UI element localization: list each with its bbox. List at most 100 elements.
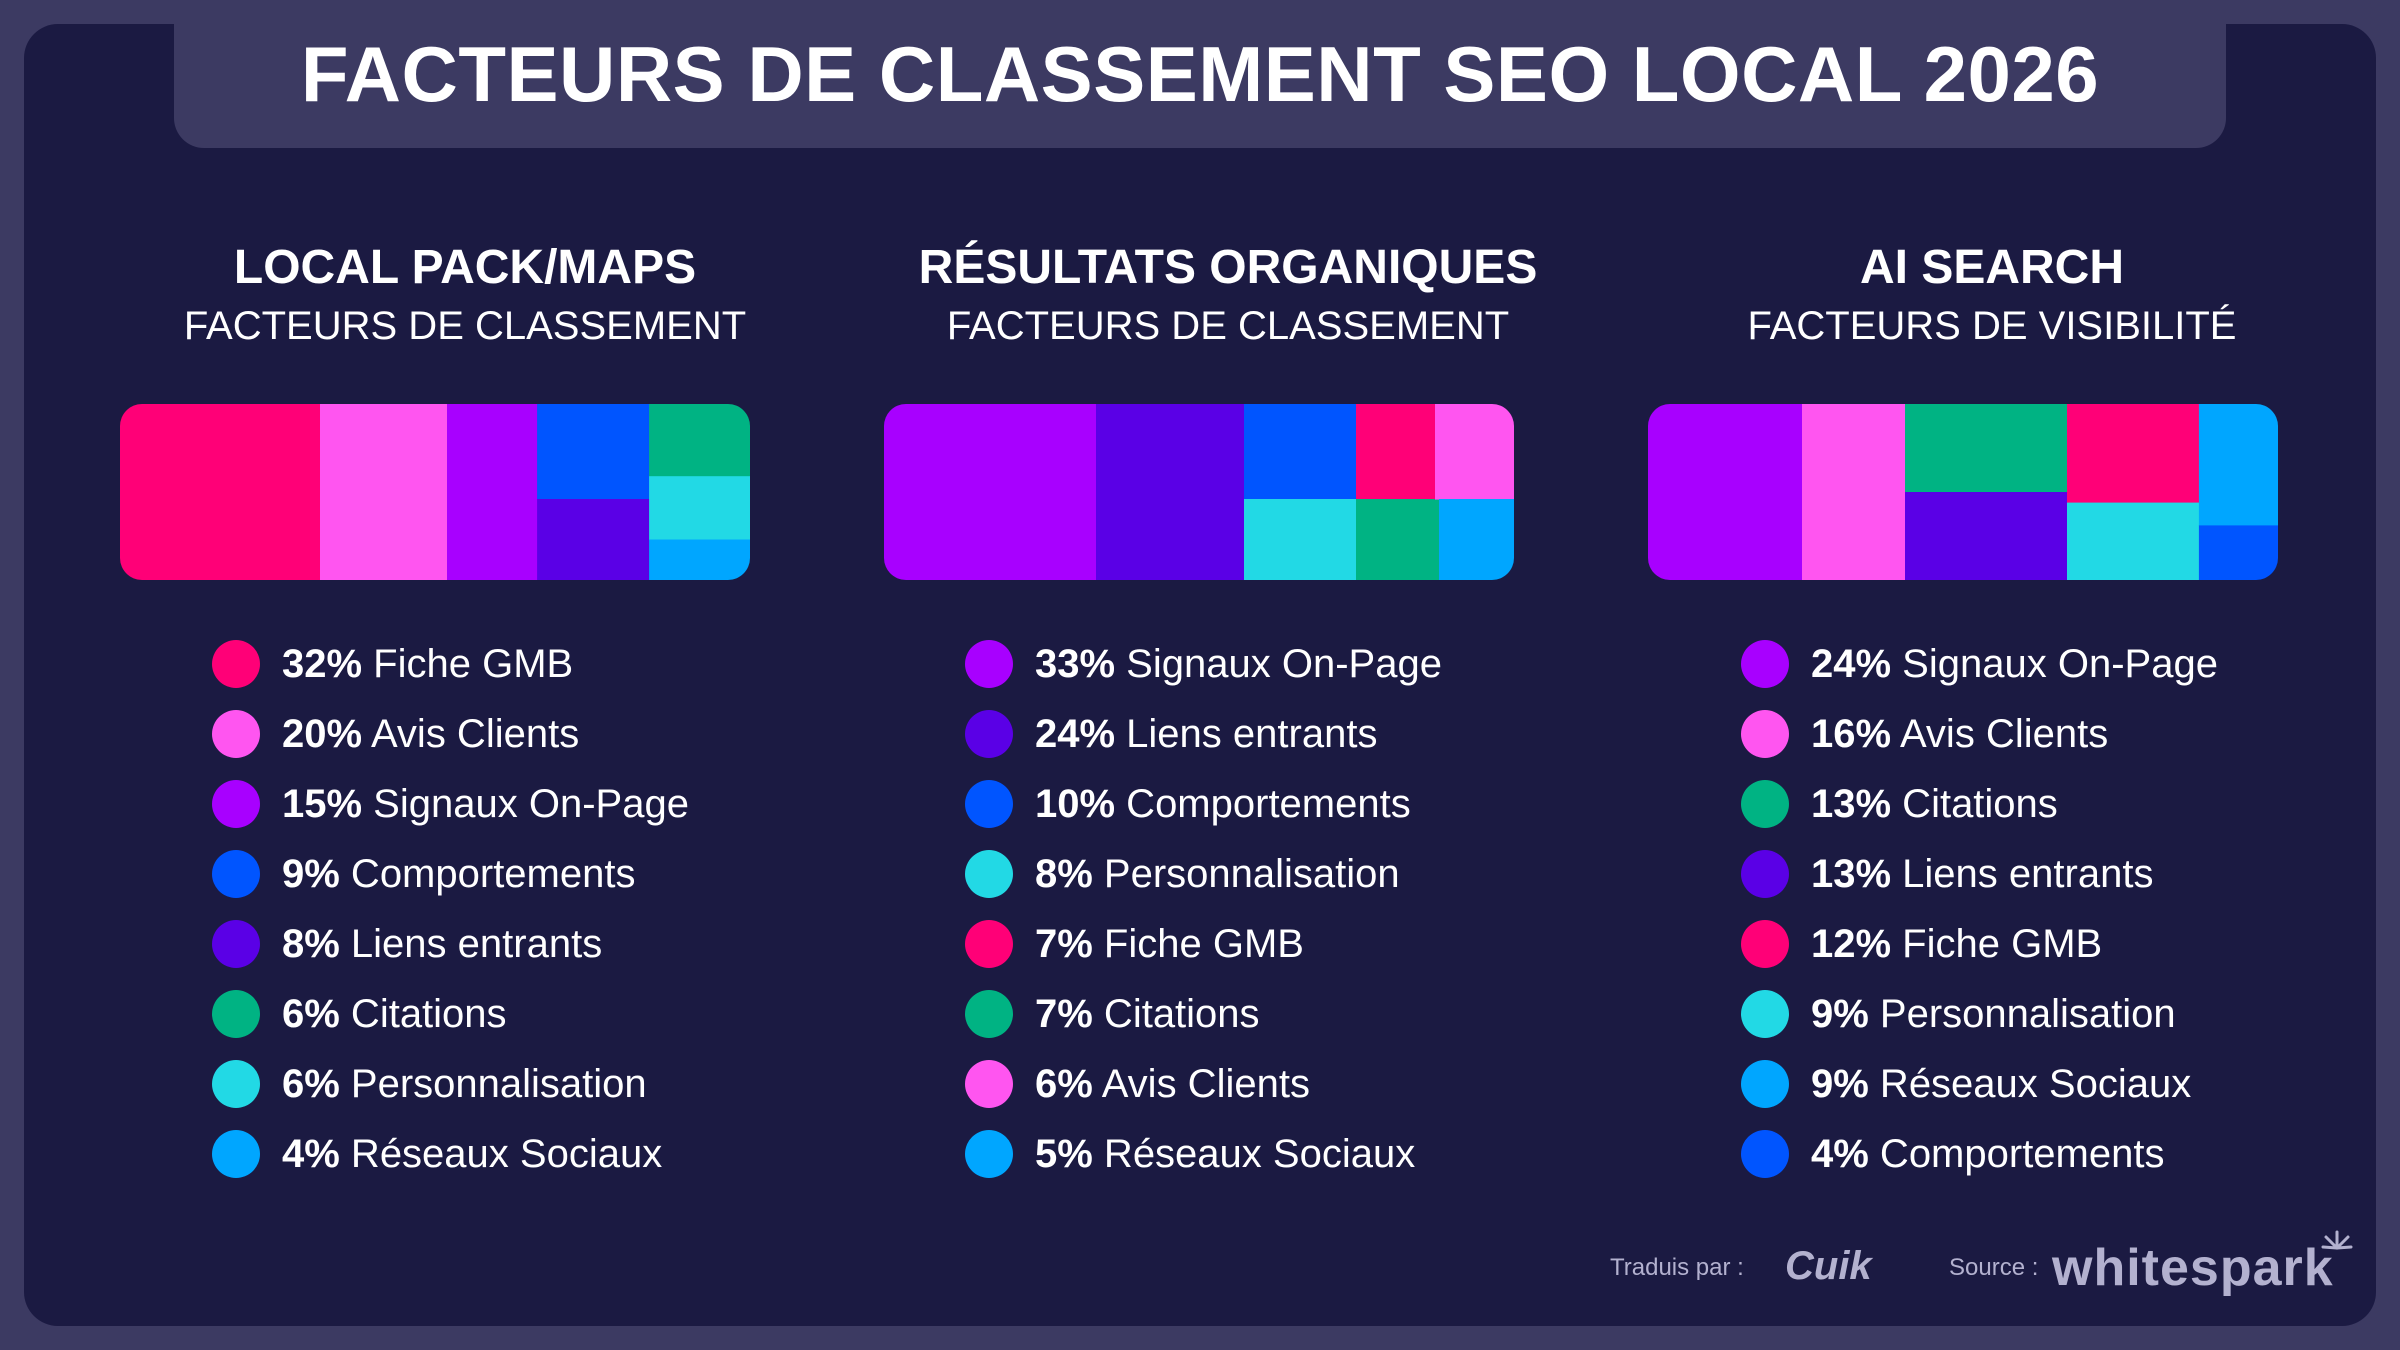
treemap-cell [537, 404, 650, 500]
legend-item: 4% Comportements [1741, 1126, 2164, 1182]
chart-header: AI SEARCH FACTEURS DE VISIBILITÉ [1622, 240, 2362, 354]
legend-text: 24% Signaux On-Page [1811, 642, 2218, 687]
treemap-cell [649, 476, 750, 541]
legend-label: Personnalisation [1868, 991, 2176, 1036]
treemap-cell [1802, 404, 1906, 580]
legend-value: 24% [1035, 711, 1116, 756]
legend-item: 9% Personnalisation [1741, 986, 2176, 1042]
legend-text: 6% Citations [282, 992, 507, 1037]
legend-text: 15% Signaux On-Page [282, 782, 689, 827]
treemap-cell [649, 539, 750, 580]
legend-value: 32% [282, 641, 363, 686]
treemap-cell [1356, 404, 1436, 500]
legend-label: Réseaux Sociaux [339, 1131, 663, 1176]
legend-swatch [212, 710, 260, 758]
legend-value: 15% [282, 781, 363, 826]
treemap-cell [1244, 499, 1357, 580]
legend-value: 8% [1035, 851, 1093, 896]
legend-label: Liens entrants [339, 921, 603, 966]
chart-header: LOCAL PACK/MAPS FACTEURS DE CLASSEMENT [95, 240, 835, 354]
legend-text: 20% Avis Clients [282, 712, 579, 757]
legend-swatch [1741, 1130, 1789, 1178]
legend-text: 8% Liens entrants [282, 922, 602, 967]
legend-label: Citations [1891, 781, 2058, 826]
legend-text: 9% Réseaux Sociaux [1811, 1062, 2191, 1107]
treemap-chart [1648, 404, 2278, 580]
treemap-chart [884, 404, 1514, 580]
legend-value: 33% [1035, 641, 1116, 686]
legend-label: Citations [1092, 991, 1260, 1036]
legend-label: Citations [339, 991, 507, 1036]
legend-swatch [1741, 640, 1789, 688]
legend-item: 6% Avis Clients [965, 1056, 1310, 1112]
legend-value: 6% [282, 1061, 340, 1106]
treemap-cell [2198, 525, 2278, 580]
chart-subtitle: FACTEURS DE VISIBILITÉ [1747, 304, 2237, 348]
legend-value: 13% [1811, 851, 1892, 896]
legend-item: 33% Signaux On-Page [965, 636, 1442, 692]
legend-swatch [212, 780, 260, 828]
legend-label: Avis Clients [362, 711, 580, 756]
legend-item: 6% Personnalisation [212, 1056, 647, 1112]
legend-item: 13% Citations [1741, 776, 2058, 832]
legend-label: Liens entrants [1115, 711, 1378, 756]
legend-swatch [965, 850, 1013, 898]
legend-value: 9% [282, 851, 340, 896]
legend-swatch [1741, 920, 1789, 968]
legend-swatch [965, 1130, 1013, 1178]
source-logo: whitespark [2052, 1239, 2334, 1297]
treemap-cell [447, 404, 538, 580]
infographic-frame [24, 24, 2376, 1326]
legend-swatch [1741, 850, 1789, 898]
legend-item: 16% Avis Clients [1741, 706, 2108, 762]
legend-swatch [212, 1060, 260, 1108]
treemap-cell [1648, 404, 1803, 580]
legend-swatch [212, 850, 260, 898]
legend-label: Fiche GMB [1891, 921, 2103, 966]
legend-text: 33% Signaux On-Page [1035, 642, 1442, 687]
legend-label: Réseaux Sociaux [1092, 1131, 1416, 1176]
treemap-cell [1905, 492, 2068, 580]
legend-value: 10% [1035, 781, 1116, 826]
legend-item: 4% Réseaux Sociaux [212, 1126, 662, 1182]
legend-label: Personnalisation [1092, 851, 1400, 896]
treemap-cell [1356, 499, 1440, 580]
title-banner: FACTEURS DE CLASSEMENT SEO LOCAL 2026 [174, 0, 2226, 148]
treemap-cell [1435, 404, 1514, 500]
legend-text: 6% Personnalisation [282, 1062, 647, 1107]
legend-item: 13% Liens entrants [1741, 846, 2153, 902]
treemap-cell [1905, 404, 2068, 493]
legend-swatch [965, 710, 1013, 758]
legend-value: 16% [1811, 711, 1892, 756]
legend-value: 4% [1811, 1131, 1869, 1176]
legend-value: 20% [282, 711, 363, 756]
treemap-cell [2067, 502, 2200, 580]
legend-label: Fiche GMB [362, 641, 574, 686]
legend-item: 10% Comportements [965, 776, 1411, 832]
legend-item: 15% Signaux On-Page [212, 776, 689, 832]
legend-text: 13% Liens entrants [1811, 852, 2153, 897]
legend-text: 5% Réseaux Sociaux [1035, 1132, 1415, 1177]
legend-swatch [212, 920, 260, 968]
translator-logo: Cuik [1785, 1244, 1872, 1288]
legend-value: 6% [1035, 1061, 1093, 1106]
legend-value: 12% [1811, 921, 1892, 966]
legend-item: 7% Fiche GMB [965, 916, 1304, 972]
treemap-cell [537, 499, 650, 580]
legend-label: Personnalisation [339, 1061, 647, 1106]
legend-label: Comportements [339, 851, 636, 896]
chart-subtitle: FACTEURS DE CLASSEMENT [946, 304, 1510, 348]
legend-value: 8% [282, 921, 340, 966]
legend-value: 4% [282, 1131, 340, 1176]
chart-title: AI SEARCH [1859, 241, 2125, 294]
treemap-cell [120, 404, 321, 580]
legend-swatch [965, 1060, 1013, 1108]
legend-value: 6% [282, 991, 340, 1036]
legend-swatch [1741, 1060, 1789, 1108]
legend-text: 10% Comportements [1035, 782, 1411, 827]
legend-value: 9% [1811, 1061, 1869, 1106]
legend-label: Avis Clients [1092, 1061, 1310, 1106]
legend-item: 9% Comportements [212, 846, 635, 902]
legend-item: 24% Signaux On-Page [1741, 636, 2218, 692]
legend-item: 20% Avis Clients [212, 706, 579, 762]
